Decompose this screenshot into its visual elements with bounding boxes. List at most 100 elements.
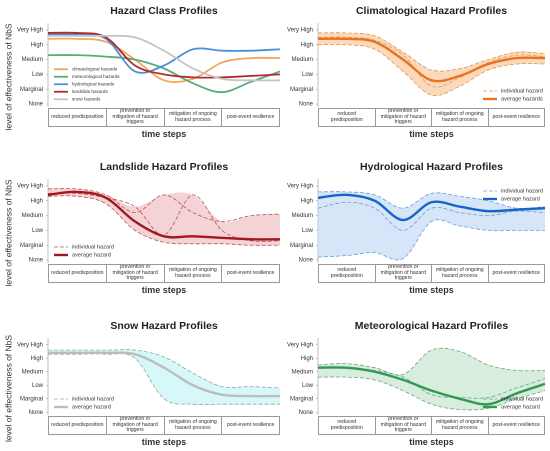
x-categories: reduced predisposition prevention or miti… <box>48 416 280 435</box>
legend-label: average hazard <box>501 196 540 202</box>
x-axis-label: time steps <box>141 285 187 295</box>
legend-label: hydrological hazards <box>72 81 115 86</box>
y-tick-label: Medium <box>22 213 43 219</box>
individual-line <box>47 353 280 405</box>
y-tick-label: None <box>29 410 44 416</box>
legend-label: snow hazards <box>72 96 101 101</box>
x-categories: reduced predisposition prevention or miti… <box>318 264 545 283</box>
x-axis-label: time steps <box>141 437 187 447</box>
y-tick-label: Marginal <box>20 87 43 93</box>
band <box>318 348 545 410</box>
band <box>48 349 280 405</box>
y-tick-label: Medium <box>292 369 313 375</box>
x-category: mitigation of ongoing hazard process <box>432 417 489 434</box>
y-tick-label: Low <box>32 383 44 389</box>
legend-label: individual hazard <box>72 244 114 250</box>
legend-label: average hazards <box>501 96 543 102</box>
individual-line <box>48 349 281 389</box>
x-categories: reduced predisposition prevention or miti… <box>318 416 545 435</box>
x-categories: reduced predisposition prevention or miti… <box>48 108 280 127</box>
y-tick-label: High <box>301 356 313 362</box>
x-category: mitigation of ongoing hazard process <box>432 109 489 126</box>
y-tick-label: Low <box>32 228 44 234</box>
legend-label: landslide hazards <box>72 89 108 94</box>
y-tick-label: Low <box>32 72 44 78</box>
legend-label: individual hazard <box>501 88 543 94</box>
chart-title: Climatological Hazard Profiles <box>356 5 507 17</box>
chart-title: Hydrological Hazard Profiles <box>360 161 503 173</box>
x-category: reduced predisposition <box>49 417 107 434</box>
x-category: prevention or mitigation of hazard trigg… <box>107 108 165 126</box>
individual-line <box>317 347 546 376</box>
y-tick-label: Medium <box>292 213 313 219</box>
legend-label: individual hazard <box>501 396 543 402</box>
y-tick-label: None <box>299 258 314 264</box>
x-axis-label: time steps <box>141 129 187 139</box>
line <box>47 34 281 82</box>
line <box>47 37 281 83</box>
x-category: reduced predisposition <box>49 265 107 282</box>
y-tick-label: Marginal <box>290 396 313 402</box>
line <box>47 33 281 74</box>
line <box>317 366 546 406</box>
y-tick-label: Low <box>302 72 314 78</box>
legend-label: average hazard <box>72 404 111 410</box>
y-tick-label: High <box>301 198 313 204</box>
individual-line <box>47 195 281 246</box>
y-tick-label: Low <box>302 228 314 234</box>
y-tick-label: Very High <box>287 28 313 34</box>
line <box>47 54 281 94</box>
y-tick-label: High <box>31 198 43 204</box>
chart-title: Meteorological Hazard Profiles <box>355 320 509 332</box>
y-axis-label: level of effectiveness of NbS <box>3 335 13 442</box>
y-tick-label: Very High <box>287 342 313 348</box>
chart-title: Landslide Hazard Profiles <box>100 161 229 173</box>
x-category: reduced predisposition <box>319 109 376 126</box>
y-axis-label: level of effectiveness of NbS <box>3 23 13 130</box>
line <box>317 193 546 222</box>
individual-line <box>317 44 546 97</box>
y-tick-label: Medium <box>22 369 43 375</box>
y-tick-label: None <box>299 410 314 416</box>
band <box>318 32 545 96</box>
legend-label: meteorological hazards <box>72 74 120 79</box>
y-tick-label: High <box>31 356 43 362</box>
x-category: prevention or mitigation of hazard trigg… <box>376 416 432 434</box>
individual-line <box>317 36 546 88</box>
individual-line <box>317 191 546 209</box>
x-category: mitigation of ongoing hazard process <box>165 265 223 282</box>
x-category: reduced predisposition <box>319 265 376 282</box>
line <box>47 190 281 241</box>
y-tick-label: Medium <box>292 57 313 63</box>
x-axis-label: time steps <box>409 129 454 139</box>
y-tick-label: Medium <box>22 57 43 63</box>
x-category: post-event resilience <box>226 269 275 276</box>
x-category: post-event resilience <box>492 269 541 276</box>
chart-title: Hazard Class Profiles <box>110 5 218 17</box>
y-tick-label: Marginal <box>290 243 313 249</box>
band <box>318 191 545 260</box>
legend-label: individual hazard <box>501 188 543 194</box>
individual-line <box>317 376 546 411</box>
y-tick-label: Marginal <box>290 87 313 93</box>
y-tick-label: Very High <box>287 184 313 190</box>
x-category: prevention or mitigation of hazard trigg… <box>107 264 165 282</box>
x-category: mitigation of ongoing hazard process <box>432 265 489 282</box>
x-category: prevention or mitigation of hazard trigg… <box>107 416 165 434</box>
x-categories: reduced predisposition prevention or miti… <box>318 108 545 127</box>
line <box>47 31 281 79</box>
individual-line <box>317 201 546 231</box>
x-category: post-event resilience <box>492 421 541 428</box>
x-category: reduced predisposition <box>49 109 107 126</box>
legend-label: average hazard <box>501 404 540 410</box>
y-tick-label: High <box>301 42 313 48</box>
legend-label: average hazard <box>72 252 111 258</box>
chart-title: Snow Hazard Profiles <box>110 320 218 332</box>
individual-line <box>47 192 281 242</box>
individual-line <box>317 219 545 261</box>
x-axis-label: time steps <box>409 285 454 295</box>
line <box>48 351 281 398</box>
y-tick-label: Low <box>302 383 314 389</box>
